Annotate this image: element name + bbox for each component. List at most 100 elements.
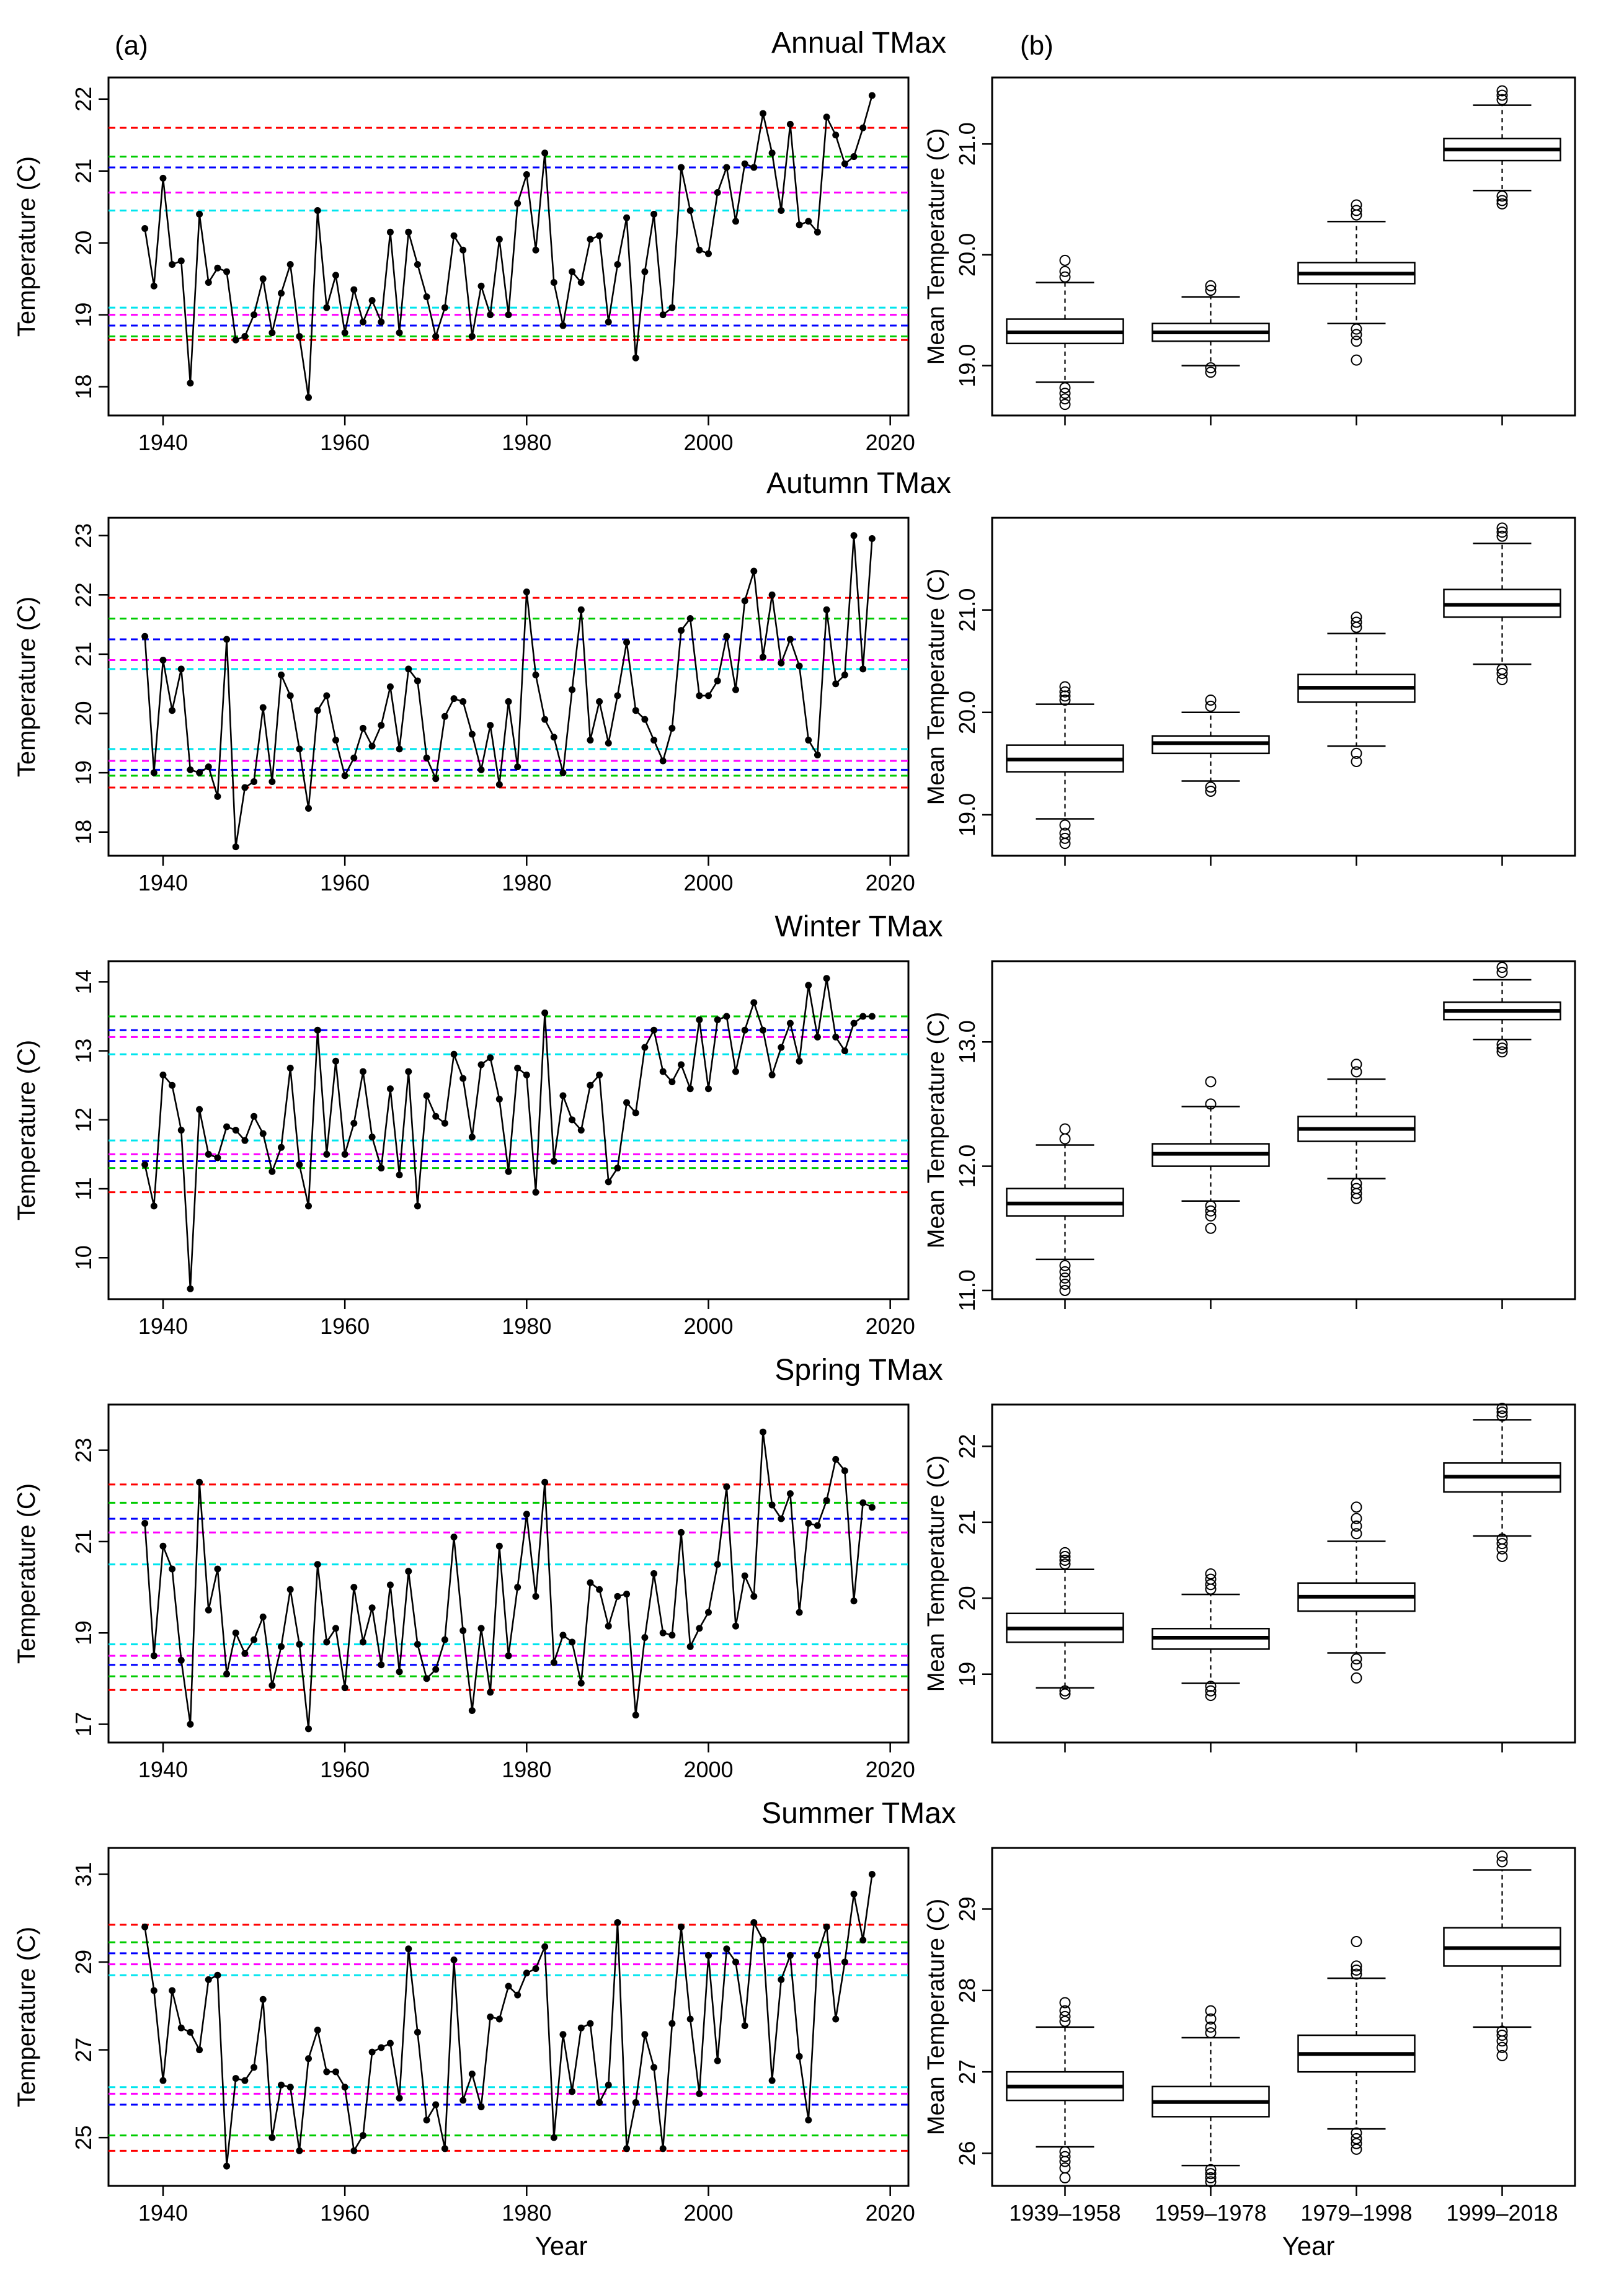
data-point — [814, 1952, 821, 1959]
data-point — [378, 1661, 385, 1669]
data-point — [187, 766, 194, 773]
outlier-point — [1496, 2041, 1508, 2053]
x-tick-label: 1980 — [502, 1313, 551, 1339]
data-point — [868, 1870, 876, 1878]
data-point — [196, 2046, 203, 2054]
data-point — [405, 665, 412, 673]
outlier-point — [1059, 2005, 1071, 2017]
data-point — [614, 1592, 621, 1600]
data-point — [659, 757, 667, 765]
data-point — [759, 1937, 766, 1944]
data-point — [605, 2081, 612, 2089]
data-point — [577, 1679, 585, 1687]
data-point — [768, 1072, 776, 1079]
data-point — [841, 1047, 848, 1055]
data-point — [205, 763, 212, 771]
data-point — [686, 2015, 694, 2023]
data-point — [796, 1057, 803, 1065]
data-point — [659, 1068, 667, 1075]
data-point — [177, 1127, 185, 1134]
data-point — [596, 1586, 603, 1593]
outlier-point — [1351, 323, 1362, 335]
x-tick-label: 2020 — [866, 2200, 915, 2226]
data-point — [823, 975, 830, 982]
x-tick-label: 1940 — [138, 1313, 188, 1339]
data-point — [187, 2028, 194, 2036]
data-point — [450, 1956, 458, 1963]
data-point — [169, 707, 176, 714]
outlier-point — [1205, 1583, 1217, 1595]
x-tick-label: 2000 — [683, 430, 733, 455]
data-point — [468, 730, 476, 738]
data-point — [368, 1604, 376, 1612]
data-point — [832, 2015, 840, 2023]
y-tick-label: 22 — [954, 1434, 980, 1459]
data-point — [350, 2147, 358, 2154]
data-point — [569, 686, 576, 693]
outlier-point — [1205, 2021, 1217, 2033]
timeseries-panel: 1940 1960 1980 2000 2020 25 27 29 31 Temperature … — [13, 1847, 915, 2226]
data-point — [487, 1689, 494, 1696]
data-point — [678, 1529, 685, 1536]
outlier-point — [1205, 700, 1217, 712]
data-point — [532, 246, 539, 254]
data-point — [205, 1606, 212, 1614]
data-point — [314, 207, 321, 215]
data-point — [768, 1501, 776, 1509]
data-point — [432, 775, 440, 783]
data-point — [514, 1584, 521, 1591]
data-point — [832, 680, 840, 688]
outlier-point — [1059, 1555, 1071, 1566]
data-point — [251, 778, 258, 785]
data-point — [468, 332, 476, 340]
outlier-point — [1059, 2151, 1071, 2162]
data-point — [441, 713, 448, 720]
outlier-point — [1205, 362, 1217, 374]
outlier-point — [1351, 1960, 1362, 1972]
data-point — [386, 2040, 394, 2047]
outlier-point — [1496, 967, 1508, 979]
data-point — [778, 1044, 785, 1051]
y-tick-label: 26 — [954, 2141, 980, 2165]
data-point — [441, 304, 448, 311]
data-point — [323, 1150, 331, 1158]
outlier-point — [1059, 1685, 1071, 1697]
data-point — [559, 322, 567, 329]
data-point — [150, 769, 158, 776]
data-point — [587, 1081, 594, 1089]
data-point — [559, 769, 567, 776]
data-point — [268, 1682, 276, 1689]
y-axis-label: Temperature (C) — [13, 1483, 40, 1664]
data-point — [214, 1154, 221, 1161]
data-point — [714, 677, 721, 685]
data-point — [868, 1504, 876, 1511]
data-point — [632, 1712, 639, 1719]
data-point — [314, 1561, 321, 1568]
data-point — [559, 1092, 567, 1099]
data-point — [714, 1561, 721, 1568]
data-point — [432, 2101, 440, 2108]
y-tick-label: 23 — [71, 1438, 96, 1463]
panel-label-b: (b) — [1020, 30, 1054, 61]
outlier-point — [1496, 962, 1508, 974]
data-point — [141, 225, 149, 233]
plot-frame — [991, 517, 1576, 857]
x-tick-label: 1960 — [320, 1313, 370, 1339]
y-tick-label: 12 — [71, 1108, 96, 1132]
data-point — [823, 1923, 830, 1930]
outlier-point — [1496, 1550, 1508, 1562]
data-point — [423, 1675, 430, 1682]
data-point — [505, 311, 512, 319]
data-point — [278, 671, 285, 678]
data-point — [378, 318, 385, 326]
data-point — [605, 1622, 612, 1630]
data-point — [169, 1565, 176, 1573]
data-point — [305, 2055, 312, 2063]
chart-title: Winter TMax — [774, 910, 943, 943]
data-point — [341, 1684, 348, 1692]
data-point — [259, 1996, 267, 2003]
outlier-point — [1059, 1997, 1071, 2009]
data-point — [723, 1945, 730, 1953]
data-point — [314, 2027, 321, 2034]
